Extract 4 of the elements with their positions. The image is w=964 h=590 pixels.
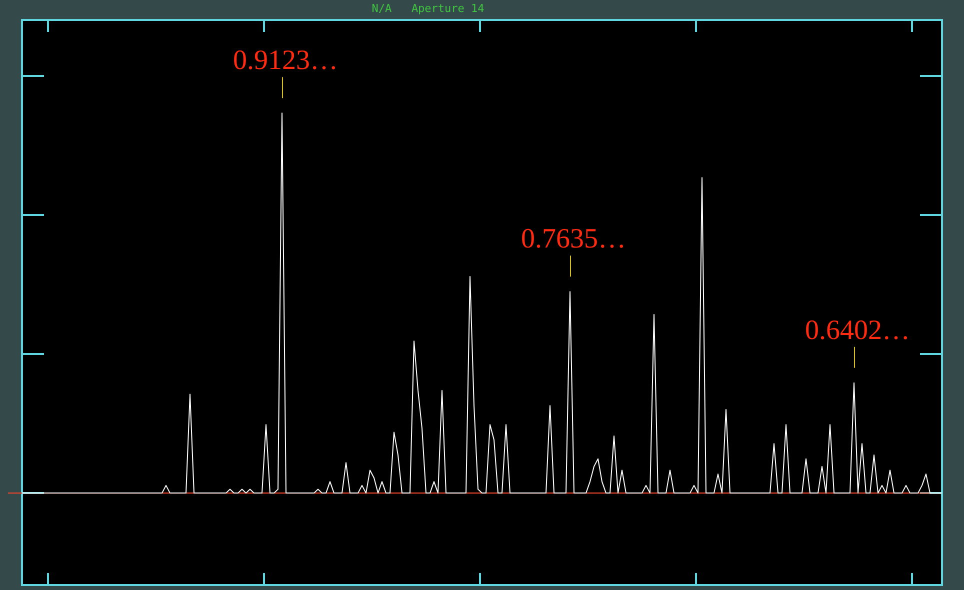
annotation: 0.7635…	[521, 224, 626, 255]
annotation: 0.6402…	[805, 314, 910, 346]
annotation: 0.9123…	[233, 45, 338, 76]
chart-title: N/A Aperture 14	[372, 2, 485, 15]
